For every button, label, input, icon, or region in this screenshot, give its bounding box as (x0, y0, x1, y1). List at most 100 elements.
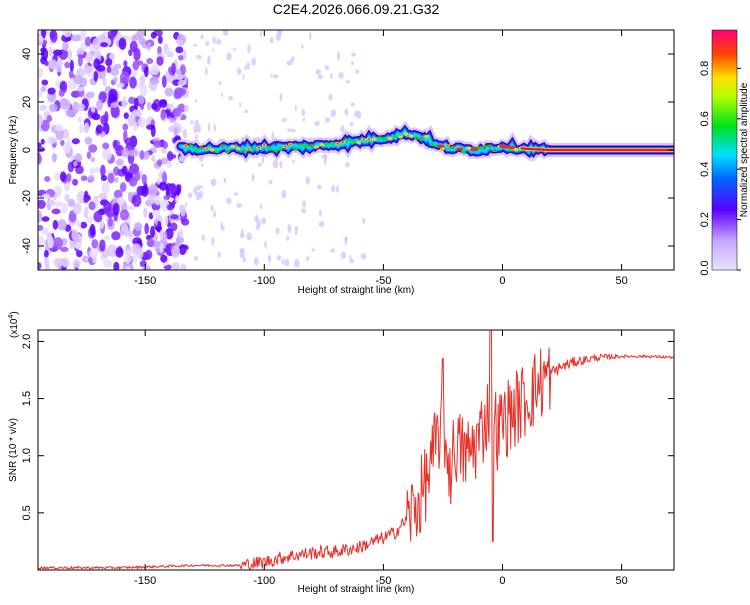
spectrogram-x-label: Height of straight line (km) (298, 285, 415, 296)
colorbar-frame (711, 29, 738, 271)
noise-blob (159, 242, 164, 254)
noise-blob (169, 117, 176, 124)
noise-blob (103, 201, 112, 214)
noise-blob (86, 216, 94, 224)
noise-blob (314, 121, 320, 126)
noise-blob (72, 161, 78, 167)
noise-blob (213, 124, 217, 132)
noise-blob (324, 65, 330, 70)
noise-blob (44, 60, 49, 67)
noise-blob (276, 254, 281, 261)
noise-blob (362, 217, 366, 224)
noise-blob (236, 67, 242, 76)
noise-blob (53, 237, 63, 250)
noise-blob (294, 230, 298, 236)
noise-blob (131, 254, 138, 264)
y-tick-label: 2.0 (21, 334, 33, 349)
noise-blob (340, 125, 345, 133)
noise-blob (84, 36, 92, 47)
ridge-hot (221, 145, 224, 147)
noise-blob (60, 246, 69, 253)
noise-blob (105, 58, 113, 67)
noise-blob (150, 225, 156, 238)
noise-blob (286, 236, 290, 241)
noise-blob (113, 76, 118, 83)
ridge-speckle (429, 142, 435, 146)
noise-blob (146, 101, 152, 111)
noise-blob (194, 99, 198, 103)
noise-blob (260, 30, 263, 38)
noise-blob (120, 222, 128, 236)
noise-blob (47, 236, 55, 249)
noise-blob (132, 60, 140, 71)
snr-y-scale-base: (x10 (9, 318, 20, 338)
noise-blob (142, 265, 151, 270)
noise-blob (157, 220, 162, 232)
noise-blob (127, 191, 133, 203)
noise-blob (221, 92, 224, 98)
noise-blob (123, 60, 128, 68)
noise-blob (345, 161, 350, 168)
noise-blob (268, 179, 273, 184)
noise-blob (65, 109, 76, 118)
ridge-hot (367, 138, 371, 141)
noise-blob (51, 208, 61, 215)
noise-blob (138, 94, 145, 105)
noise-blob (95, 124, 103, 134)
noise-blob (86, 151, 92, 160)
noise-blob (162, 171, 168, 185)
noise-blob (91, 239, 99, 249)
noise-blob (124, 254, 133, 264)
noise-blob (212, 48, 215, 52)
noise-blob (146, 238, 155, 248)
noise-blob (175, 46, 184, 54)
ridge-hot (284, 145, 287, 148)
noise-blob (338, 72, 344, 79)
noise-blob (136, 185, 146, 196)
noise-blob (193, 187, 198, 195)
ridge-speckle (293, 148, 299, 152)
noise-blob (67, 198, 76, 208)
noise-blob (128, 96, 136, 105)
noise-blob (52, 153, 57, 163)
noise-blob (112, 140, 118, 148)
noise-blob (122, 123, 129, 131)
noise-blob (96, 99, 103, 111)
ridge-speckle (508, 148, 514, 152)
noise-blob (104, 110, 109, 124)
noise-blob (47, 87, 56, 95)
noise-blob (74, 153, 83, 163)
noise-blob (53, 257, 64, 268)
ridge-speckle (272, 148, 278, 152)
noise-blob (115, 158, 124, 166)
ridge-speckle (303, 144, 309, 148)
noise-blob (38, 142, 42, 148)
noise-blob (106, 30, 117, 38)
y-tick-label: 0 (21, 147, 33, 153)
noise-blob (148, 212, 154, 220)
ridge-speckle (460, 150, 466, 154)
snr-y-label: SNR (10 * v/v) (8, 418, 19, 482)
noise-blob (153, 140, 162, 148)
snr-y-scale-exp: 4 (8, 315, 15, 319)
spectrogram-noise (38, 30, 367, 270)
ridge-speckle (387, 137, 393, 141)
noise-blob (107, 172, 115, 184)
noise-blob (294, 258, 300, 268)
snr-y-scale: (x104) (8, 311, 20, 338)
noise-blob (54, 124, 64, 132)
colorbar-gradient (712, 30, 737, 270)
noise-blob (175, 195, 180, 204)
noise-blob (118, 37, 127, 50)
noise-blob (57, 219, 67, 231)
ridge-speckle (277, 147, 283, 151)
ridge-hot (336, 142, 339, 145)
noise-blob (76, 250, 83, 258)
colorbar-tick-label: 0.2 (699, 212, 711, 227)
noise-blob (110, 67, 120, 77)
noise-blob (179, 64, 186, 76)
ridge-hot (362, 138, 366, 141)
noise-blob (40, 119, 50, 132)
colorbar: 0.0 0.2 0.4 0.6 0.8 Normalized spectral ampl… (699, 29, 750, 276)
noise-blob (48, 46, 53, 57)
